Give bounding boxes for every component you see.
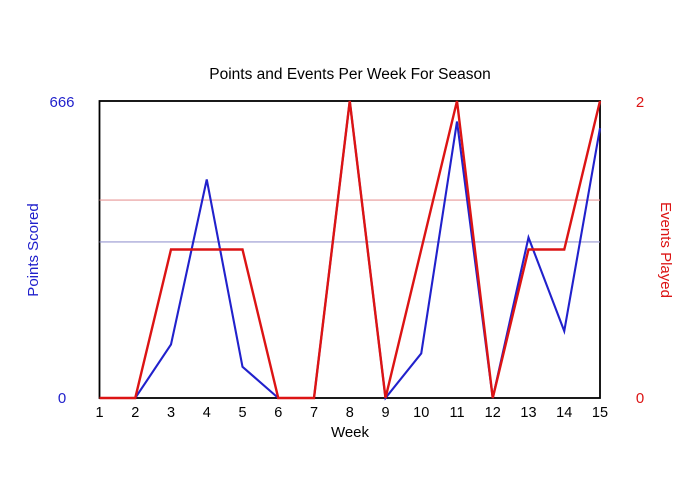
right-axis-title: Events Played [657,202,674,298]
right-axis-max-label: 2 [636,94,644,111]
x-tick-label-9: 9 [381,405,389,421]
x-tick-label-15: 15 [592,405,608,421]
x-tick-label-1: 1 [95,405,103,421]
right-axis-min-label: 0 [636,390,644,407]
x-tick-label-4: 4 [203,405,211,421]
reference-lines [99,199,600,243]
x-tick-label-3: 3 [167,405,175,421]
x-tick-label-10: 10 [413,405,429,421]
data-series [99,100,602,401]
x-tick-label-2: 2 [131,405,139,421]
x-tick-label-7: 7 [310,405,318,421]
x-tick-label-11: 11 [449,405,464,421]
chart-title: Points and Events Per Week For Season [209,66,490,83]
left-axis-title: Points Scored [25,203,42,296]
left-axis-max-label: 666 [49,94,74,111]
x-axis-title: Week [331,424,370,441]
x-tick-label-6: 6 [274,405,282,421]
events-played-line [99,100,602,400]
x-tick-label-8: 8 [346,405,354,421]
x-tick-label-5: 5 [238,405,246,421]
x-axis-tick-labels: 1 2 3 4 5 6 7 8 9 10 11 12 13 14 15 [95,405,608,421]
left-axis-min-label: 0 [58,390,66,407]
x-tick-label-13: 13 [520,405,536,421]
x-tick-label-12: 12 [485,405,501,421]
x-tick-label-14: 14 [556,405,572,421]
